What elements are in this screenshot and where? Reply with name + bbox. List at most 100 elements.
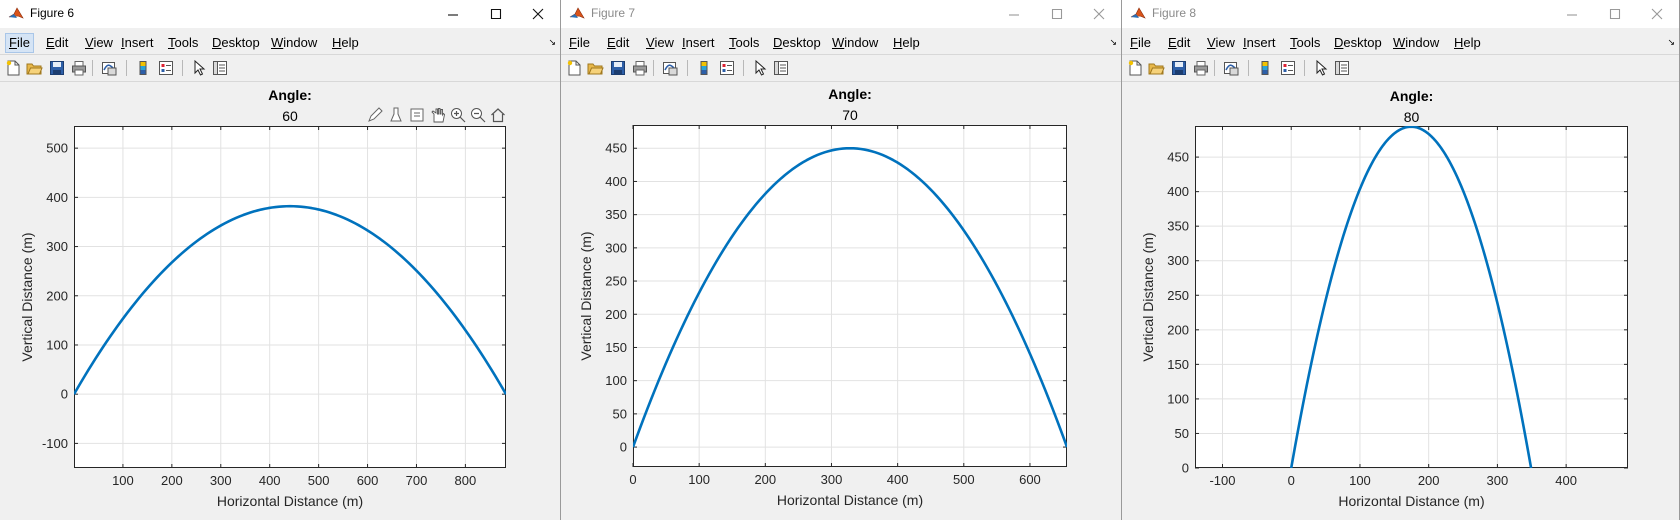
link-plot-button[interactable] [100, 59, 118, 77]
colorbar-button[interactable] [695, 59, 713, 77]
axes-toolbar-data-cursor-button[interactable] [387, 106, 405, 124]
menu-bar: File Edit View Insert Tools Desktop Window Help… [0, 30, 560, 54]
title-bar[interactable]: Figure 7 [561, 0, 1121, 28]
title-bar[interactable]: Figure 8 [1122, 0, 1679, 28]
x-tick-label: 700 [406, 473, 428, 488]
minimize-button[interactable] [994, 2, 1034, 26]
maximize-button[interactable] [476, 2, 516, 26]
y-axis-label: Vertical Distance (m) [19, 232, 35, 361]
property-inspector-button[interactable] [1333, 59, 1351, 77]
link-plot-button[interactable] [1222, 59, 1240, 77]
axes-toolbar-pan-button[interactable] [429, 106, 447, 124]
x-tick-label: 400 [887, 472, 909, 487]
close-button[interactable] [518, 2, 558, 26]
menu-file[interactable]: File [569, 35, 590, 50]
new-file-button[interactable] [1126, 59, 1144, 77]
maximize-button[interactable] [1595, 2, 1635, 26]
legend-button[interactable] [1279, 59, 1297, 77]
pointer-button[interactable] [1312, 59, 1330, 77]
brush-icon [368, 107, 383, 122]
pointer-button[interactable] [751, 59, 769, 77]
menu-edit[interactable]: Edit [607, 35, 630, 50]
minimize-button[interactable] [1552, 2, 1592, 26]
menu-help[interactable]: Help [1454, 35, 1481, 50]
axes-area[interactable] [74, 126, 506, 468]
close-button[interactable] [1637, 2, 1677, 26]
menu-file[interactable]: File [5, 33, 34, 53]
axes-toolbar-home-button[interactable] [489, 106, 507, 124]
zoom-out-icon [471, 108, 486, 123]
pointer-button[interactable] [190, 59, 208, 77]
menu-tools[interactable]: Tools [168, 35, 199, 50]
y-tick-label: 300 [605, 240, 627, 255]
y-tick-label: 50 [1175, 426, 1189, 441]
window-title: Figure 6 [30, 6, 75, 20]
menu-help[interactable]: Help [332, 35, 359, 50]
close-button[interactable] [1079, 2, 1119, 26]
print-button[interactable] [70, 59, 88, 77]
menu-overflow-icon[interactable]: ↘ [1667, 37, 1675, 47]
x-tick-label: 100 [112, 473, 134, 488]
toolbar-separator [182, 60, 183, 76]
menu-edit[interactable]: Edit [1168, 35, 1191, 50]
new-file-button[interactable] [4, 59, 22, 77]
menu-edit[interactable]: Edit [46, 35, 69, 50]
axes-area[interactable] [1195, 126, 1628, 468]
print-button[interactable] [1192, 59, 1210, 77]
menu-help[interactable]: Help [893, 35, 920, 50]
new-file-button[interactable] [565, 59, 583, 77]
x-tick-label: 600 [357, 473, 379, 488]
maximize-button[interactable] [1037, 2, 1077, 26]
maximize-icon [1609, 8, 1621, 20]
colorbar-button[interactable] [134, 59, 152, 77]
menu-overflow-icon[interactable]: ↘ [1109, 37, 1117, 47]
menu-desktop[interactable]: Desktop [212, 35, 260, 50]
title-bar[interactable]: Figure 6 [0, 0, 560, 28]
save-button[interactable] [609, 59, 627, 77]
menu-window[interactable]: Window [1393, 35, 1440, 50]
toolbar-separator [653, 60, 654, 76]
link-plot-icon [663, 62, 678, 76]
plot-title: Angle: [268, 87, 312, 103]
colorbar-button[interactable] [1256, 59, 1274, 77]
open-folder-button[interactable] [1147, 59, 1165, 77]
menu-view[interactable]: View [1207, 35, 1235, 50]
menu-tools[interactable]: Tools [1290, 35, 1321, 50]
property-inspector-button[interactable] [772, 59, 790, 77]
link-plot-button[interactable] [661, 59, 679, 77]
print-button[interactable] [631, 59, 649, 77]
minimize-button[interactable] [433, 2, 473, 26]
x-tick-label: 200 [1418, 473, 1440, 488]
menu-view[interactable]: View [85, 35, 113, 50]
menu-insert[interactable]: Insert [682, 35, 715, 50]
axes-area[interactable] [633, 125, 1067, 467]
axes-toolbar-zoom-in-button[interactable] [449, 106, 467, 124]
menu-insert[interactable]: Insert [1243, 35, 1276, 50]
menu-window[interactable]: Window [271, 35, 318, 50]
x-tick-label: 800 [455, 473, 477, 488]
save-button[interactable] [48, 59, 66, 77]
legend-button[interactable] [718, 59, 736, 77]
open-folder-button[interactable] [586, 59, 604, 77]
menu-insert[interactable]: Insert [121, 35, 154, 50]
axes-toolbar-brush-button[interactable] [366, 106, 384, 124]
property-inspector-button[interactable] [211, 59, 229, 77]
menu-desktop[interactable]: Desktop [773, 35, 821, 50]
save-icon [50, 61, 64, 75]
toolbar-separator [126, 60, 127, 76]
menu-window[interactable]: Window [832, 35, 879, 50]
y-tick-label: 100 [46, 337, 68, 352]
legend-button[interactable] [157, 59, 175, 77]
link-plot-icon [102, 62, 117, 76]
menu-file[interactable]: File [1130, 35, 1151, 50]
y-tick-label: 0 [620, 440, 627, 455]
open-folder-button[interactable] [25, 59, 43, 77]
axes-toolbar-rotate-button[interactable] [408, 106, 426, 124]
menu-view[interactable]: View [646, 35, 674, 50]
menu-desktop[interactable]: Desktop [1334, 35, 1382, 50]
axes-toolbar-zoom-out-button[interactable] [469, 106, 487, 124]
x-tick-label: 300 [1487, 473, 1509, 488]
save-button[interactable] [1170, 59, 1188, 77]
menu-overflow-icon[interactable]: ↘ [548, 37, 556, 47]
menu-tools[interactable]: Tools [729, 35, 760, 50]
